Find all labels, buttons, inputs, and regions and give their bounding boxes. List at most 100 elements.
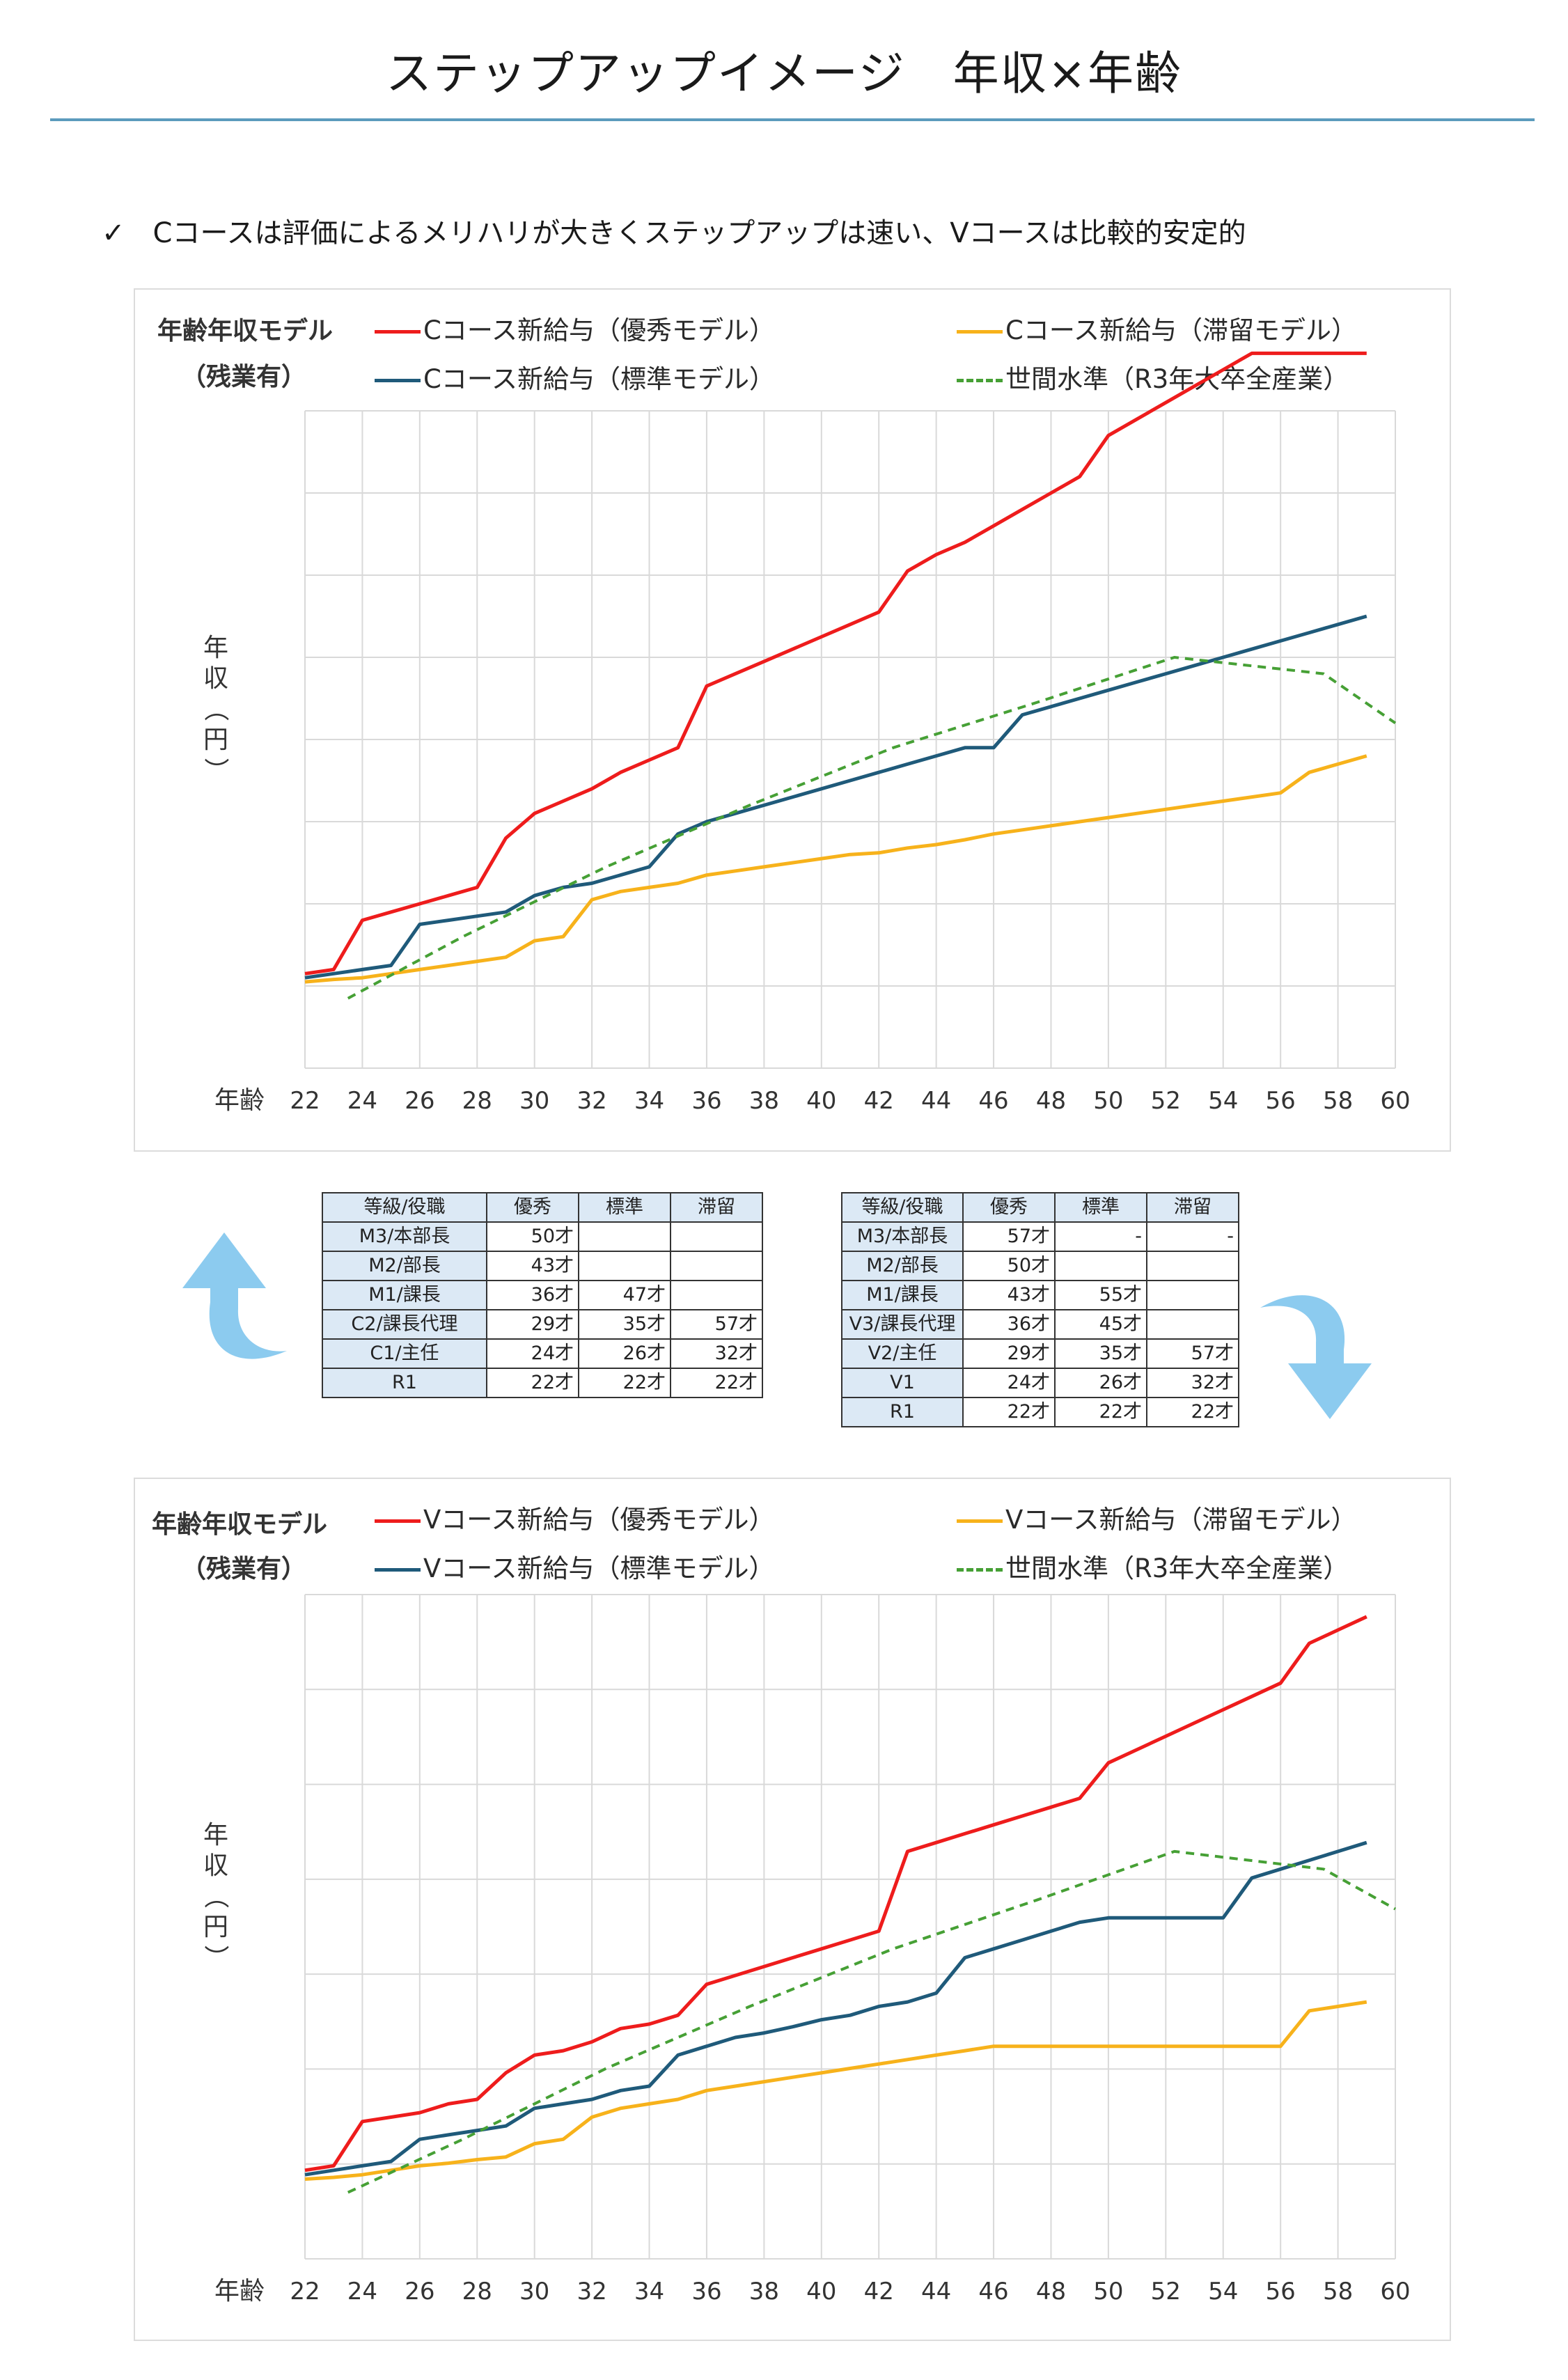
x-axis-title: 年齢 — [214, 1086, 265, 1115]
x-tick-label: 32 — [577, 1087, 606, 1115]
legend-swatch-stagnant — [957, 1519, 1003, 1523]
age-cell: 55才 — [1054, 1280, 1147, 1310]
age-cell — [670, 1280, 763, 1310]
summary-text: Cコースは評価によるメリハリが大きくステップアップは速い、Vコースは比較的安定的 — [152, 217, 1246, 249]
x-tick-label: 34 — [634, 1087, 664, 1115]
table-row: M1/課長 43才 55才 — [841, 1280, 1239, 1310]
age-cell: 50才 — [962, 1251, 1056, 1281]
x-tick-label: 38 — [749, 2278, 779, 2305]
x-tick-label: 42 — [864, 2278, 894, 2305]
table-header-cell: 滞留 — [670, 1192, 763, 1223]
x-tick-label: 38 — [749, 1087, 779, 1115]
legend-item-stagnant: Vコース新給与（滞留モデル） — [957, 1498, 1356, 1536]
age-cell: 22才 — [1146, 1397, 1239, 1427]
chart-tag-line1: 年齢年収モデル — [152, 1510, 328, 1539]
x-tick-label: 28 — [462, 2278, 492, 2305]
y-axis-label-char: （ — [201, 696, 230, 721]
chart-tag-line2: （残業有） — [181, 1555, 307, 1583]
arrow-up-icon — [182, 1232, 287, 1359]
age-cell: 32才 — [1146, 1368, 1239, 1398]
x-tick-label: 26 — [405, 2278, 434, 2305]
table-header-row: 等級/役職 優秀 標準 滞留 — [841, 1192, 1239, 1223]
series-line-market — [347, 656, 1397, 1000]
c-course-chart-panel: 年齢年収モデル （残業有） Cコース新給与（優秀モデル） Cコース新給与（標準モ… — [134, 288, 1451, 1152]
table-header-cell: 滞留 — [1146, 1192, 1239, 1223]
age-cell — [1146, 1251, 1239, 1281]
age-cell: 29才 — [962, 1338, 1056, 1369]
x-tick-label: 42 — [864, 1087, 894, 1115]
grade-cell: M1/課長 — [322, 1280, 487, 1310]
age-cell: 57才 — [962, 1221, 1056, 1252]
table-row: V1 24才 26才 32才 — [841, 1368, 1239, 1398]
legend-item-stagnant: Cコース新給与（滞留モデル） — [957, 309, 1357, 347]
grade-cell: C1/主任 — [322, 1338, 487, 1369]
series-line-excellent — [304, 1615, 1367, 2172]
x-tick-label: 36 — [691, 2278, 721, 2305]
x-tick-label: 46 — [978, 2278, 1008, 2305]
age-cell: 45才 — [1054, 1309, 1147, 1340]
age-cell — [670, 1221, 763, 1252]
x-tick-label: 30 — [519, 1087, 549, 1115]
y-axis-label-char: 年 — [203, 634, 228, 662]
table-header-cell: 等級/役職 — [322, 1192, 487, 1223]
table-row: C2/課長代理 29才 35才 57才 — [322, 1309, 763, 1340]
grade-cell: M3/本部長 — [841, 1221, 964, 1252]
grade-cell: M1/課長 — [841, 1280, 964, 1310]
v-course-line-chart: 22 24 26 28 30 32 34 36 38 40 42 44 46 48 50 52 54 56 58 60… — [201, 1594, 1411, 2305]
table-header-cell: 標準 — [578, 1192, 671, 1223]
page-title: ステップアップイメージ 年収×年齢 — [386, 47, 1182, 100]
age-cell: 22才 — [962, 1397, 1056, 1427]
legend-label: Cコース新給与（優秀モデル） — [423, 315, 775, 345]
x-tick-label: 26 — [405, 1087, 434, 1115]
legend-swatch-excellent — [375, 1519, 421, 1523]
age-cell: - — [1146, 1221, 1239, 1252]
x-tick-label: 32 — [577, 2278, 606, 2305]
series-line-excellent — [304, 351, 1367, 976]
age-cell: 35才 — [578, 1309, 671, 1340]
x-tick-label: 48 — [1036, 2278, 1066, 2305]
series-line-stagnant — [304, 754, 1367, 984]
grade-cell: R1 — [841, 1397, 964, 1427]
age-cell — [1146, 1309, 1239, 1340]
x-tick-label: 24 — [347, 1087, 377, 1115]
age-cell: 35才 — [1054, 1338, 1147, 1369]
grade-cell: V1 — [841, 1368, 964, 1398]
series-line-standard — [304, 1840, 1367, 2177]
x-tick-label: 22 — [290, 2278, 320, 2305]
age-cell — [578, 1221, 671, 1252]
legend-label: 世間水準（R3年大卒全産業） — [1005, 364, 1349, 394]
legend-item-excellent: Vコース新給与（優秀モデル） — [375, 1498, 774, 1536]
v-course-grade-table: 等級/役職 優秀 標準 滞留 M3/本部長 57才 - - M2/部長 50才 M1/課長 4… — [841, 1192, 1239, 1427]
age-cell — [1146, 1280, 1239, 1310]
y-axis-label-char: ） — [201, 758, 230, 783]
table-header-row: 等級/役職 優秀 標準 滞留 — [322, 1192, 763, 1223]
x-tick-label: 54 — [1208, 2278, 1238, 2305]
age-cell: 26才 — [1054, 1368, 1147, 1398]
table-row: M3/本部長 57才 - - — [841, 1221, 1239, 1252]
age-cell: 22才 — [486, 1368, 579, 1398]
table-row: M3/本部長 50才 — [322, 1221, 763, 1252]
table-header-cell: 標準 — [1054, 1192, 1147, 1223]
legend-label: 世間水準（R3年大卒全産業） — [1005, 1553, 1349, 1583]
legend-label: Cコース新給与（滞留モデル） — [1005, 315, 1357, 345]
v-course-chart-panel: 年齢年収モデル （残業有） Vコース新給与（優秀モデル） Vコース新給与（標準モ… — [134, 1478, 1451, 2341]
table-header-cell: 優秀 — [962, 1192, 1056, 1223]
x-tick-label: 34 — [634, 2278, 664, 2305]
x-tick-label: 50 — [1093, 1087, 1123, 1115]
x-tick-label: 30 — [519, 2278, 549, 2305]
age-cell: 47才 — [578, 1280, 671, 1310]
y-axis-label-char: ） — [201, 1945, 230, 1970]
series-line-standard — [304, 614, 1367, 980]
age-cell: 57才 — [670, 1309, 763, 1340]
x-tick-label: 58 — [1323, 2278, 1353, 2305]
legend-swatch-standard — [375, 379, 421, 382]
legend-swatch-market — [957, 1568, 1003, 1572]
table-row: V3/課長代理 36才 45才 — [841, 1309, 1239, 1340]
age-cell: 22才 — [670, 1368, 763, 1398]
x-tick-label: 22 — [290, 1087, 320, 1115]
legend-item-market: 世間水準（R3年大卒全産業） — [957, 358, 1349, 396]
legend-label: Vコース新給与（標準モデル） — [423, 1553, 775, 1583]
age-cell: 43才 — [962, 1280, 1056, 1310]
age-cell: 36才 — [486, 1280, 579, 1310]
legend-label: Cコース新給与（標準モデル） — [423, 364, 775, 394]
